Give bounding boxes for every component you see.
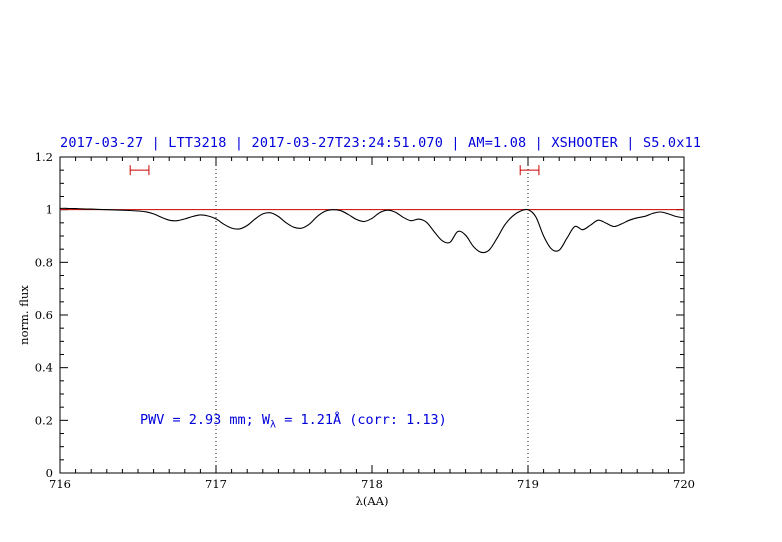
tick-label: 717 (205, 477, 227, 491)
pwv-annotation-subscript: λ (270, 419, 277, 431)
integration-window-markers (129, 165, 540, 176)
integration-window-marker (129, 165, 150, 176)
tick-label: 0.2 (35, 413, 53, 427)
tick-label: 0.6 (35, 308, 53, 322)
integration-window-marker (519, 165, 540, 176)
spectrum-curve (59, 207, 685, 254)
tick-label: 716 (49, 477, 71, 491)
tick-label: 1.2 (35, 150, 53, 164)
plot-title: 2017-03-27 | LTT3218 | 2017-03-27T23:24:… (60, 135, 702, 151)
y-axis-label: norm. flux (17, 285, 31, 345)
tick-label: 0 (46, 466, 53, 480)
spectrum-path (59, 207, 685, 254)
x-axis-label: λ(AA) (355, 494, 389, 508)
tick-label: 0.8 (35, 255, 53, 269)
tick-label: 720 (673, 477, 695, 491)
pwv-annotation: PWV = 2.93 mm; Wλ = 1.21Å (corr: 1.13) (140, 412, 447, 431)
tick-label: 718 (361, 477, 383, 491)
tick-label: 0.4 (35, 361, 53, 375)
tick-label: 719 (517, 477, 539, 491)
pwv-annotation-text: PWV = 2.93 mm; W (140, 412, 271, 428)
pwv-annotation-text-after: = 1.21Å (corr: 1.13) (276, 412, 447, 428)
tick-labels: 716 717 718 719 720 0 0.2 0.4 0.6 0.8 1 1.2 (35, 150, 695, 491)
tick-label: 1 (46, 203, 53, 217)
